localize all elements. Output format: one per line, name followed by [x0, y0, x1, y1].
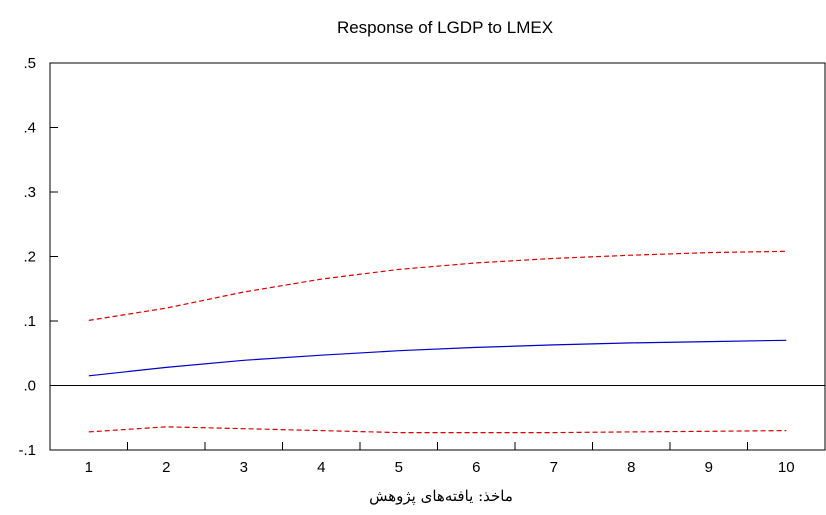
- y-tick-label: .4: [23, 120, 36, 137]
- x-tick-label: 3: [240, 459, 248, 476]
- x-tick-label: 9: [705, 459, 713, 476]
- x-tick-label: 2: [162, 459, 170, 476]
- y-tick-label: .1: [23, 313, 36, 330]
- x-tick-label: 8: [627, 459, 635, 476]
- x-tick-label: 7: [550, 459, 558, 476]
- x-tick-label: 10: [778, 459, 795, 476]
- y-tick-label: -.1: [18, 442, 36, 459]
- plot-area-frame: [49, 62, 826, 451]
- y-tick-label: .0: [23, 378, 36, 395]
- source-note: ماخذ: یافته‌های پژوهش: [369, 487, 513, 505]
- y-tick-label: .2: [23, 249, 36, 266]
- x-tick-label: 6: [472, 459, 480, 476]
- x-tick-label: 4: [317, 459, 325, 476]
- x-tick-label: 5: [395, 459, 403, 476]
- series-group: [88, 250, 787, 434]
- lower-band-line: [88, 426, 787, 434]
- y-tick-label: .5: [23, 55, 36, 72]
- x-axis: 1 2 3 4 5 6 7 8 9 10: [85, 442, 795, 476]
- x-tick-label: 1: [85, 459, 93, 476]
- response-line: [88, 339, 787, 377]
- y-axis: -.1 .0 .1 .2 .3 .4 .5: [18, 55, 58, 459]
- y-tick-label: .3: [23, 184, 36, 201]
- upper-band-line: [88, 250, 787, 321]
- chart-title: Response of LGDP to LMEX: [337, 18, 553, 37]
